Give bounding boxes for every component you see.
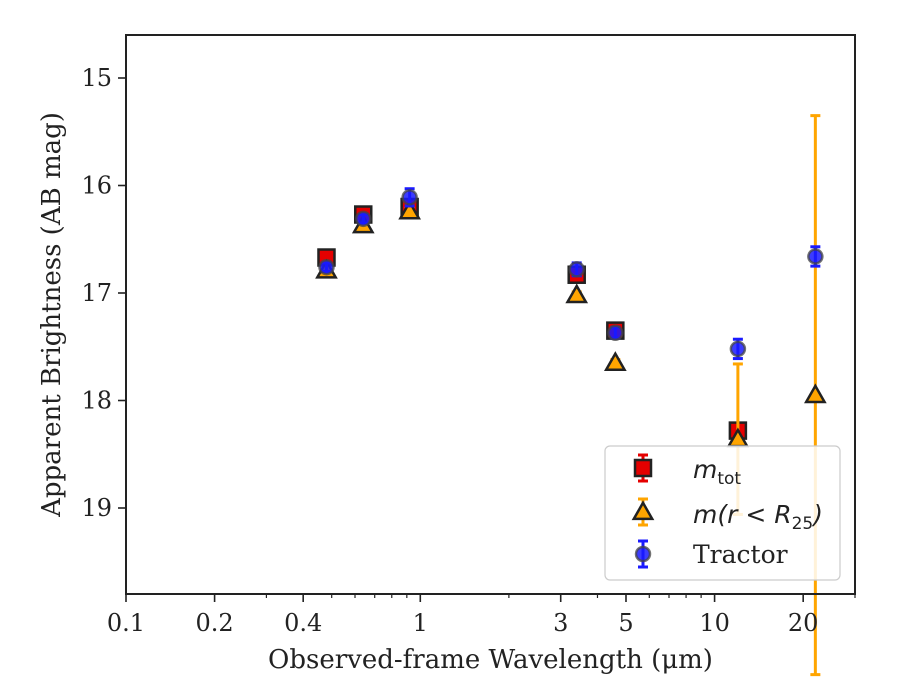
point-tractor: [607, 324, 624, 342]
y-axis: 15 16 17 18 19: [81, 64, 126, 522]
point-m-r25: [565, 283, 589, 304]
legend-handles: [631, 453, 655, 569]
point-m-r25: [603, 351, 627, 372]
point-tractor: [729, 340, 747, 358]
legend-label-m-r25: m(r < R25): [693, 500, 823, 534]
point-tractor: [355, 210, 372, 228]
y-tick-label: 16: [81, 172, 112, 200]
y-tick-label: 15: [81, 64, 112, 92]
x-axis: 0.1 0.2 0.4 1 3 5 10 20: [107, 594, 856, 637]
x-tick-label: 0.2: [196, 609, 234, 637]
series-tractor: [318, 187, 824, 361]
point-m-r25: [804, 383, 827, 404]
y-axis-label: Apparent Brightness (AB mag): [37, 112, 67, 518]
x-axis-label: Observed-frame Wavelength (μm): [268, 645, 713, 675]
x-tick-label: 5: [618, 609, 633, 637]
y-tick-label: 19: [81, 494, 112, 522]
y-tick-label: 17: [81, 279, 112, 307]
point-tractor: [568, 261, 585, 278]
point-tractor: [401, 189, 418, 206]
point-tractor: [807, 248, 824, 265]
x-tick-label: 20: [788, 609, 819, 637]
x-tick-label: 3: [553, 609, 568, 637]
legend: mtot m(r < R25) Tractor: [604, 445, 841, 581]
x-tick-label: 10: [699, 609, 730, 637]
y-tick-label: 18: [81, 387, 112, 415]
legend-handle-mtot: [633, 458, 653, 478]
point-tractor: [318, 258, 335, 276]
x-tick-label: 1: [413, 609, 428, 637]
legend-label-mtot: mtot: [693, 455, 741, 489]
legend-handle-tractor: [634, 545, 652, 563]
legend-label-tractor: Tractor: [693, 540, 788, 569]
x-tick-label: 0.1: [107, 609, 145, 637]
data-marks: [315, 114, 827, 677]
x-tick-label: 0.4: [284, 609, 322, 637]
point-m-r25: [398, 199, 421, 220]
legend-box: [604, 445, 841, 581]
plot-frame: [125, 34, 856, 595]
legend-handle-m-r25: [631, 500, 655, 521]
